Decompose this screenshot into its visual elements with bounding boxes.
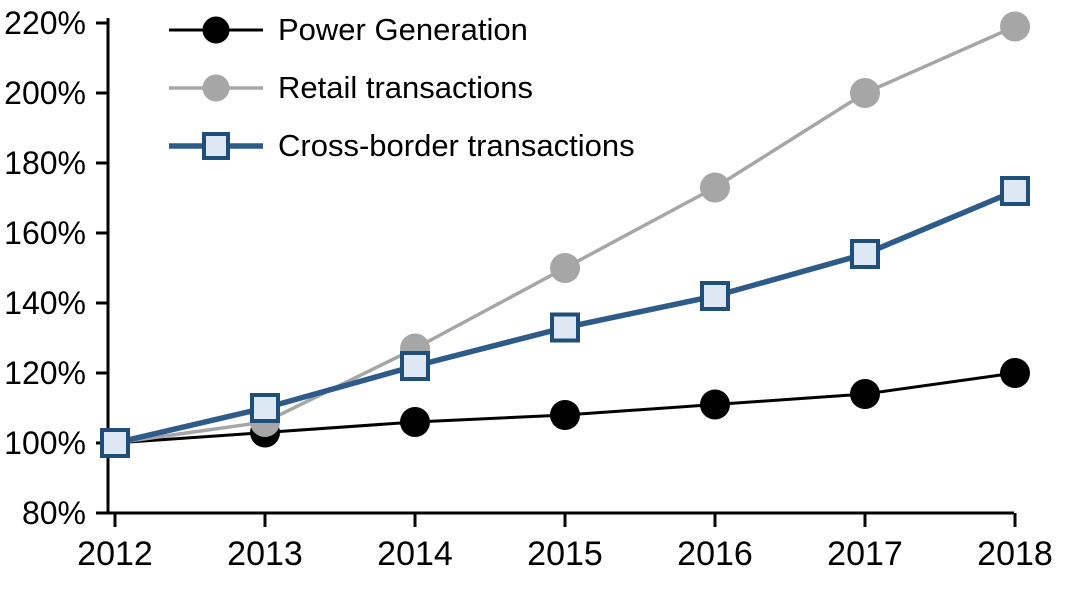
x-axis-tick-label: 2017: [827, 535, 903, 573]
data-point-retail-transactions: [850, 78, 880, 108]
x-axis-tick-label: 2018: [977, 535, 1053, 573]
y-axis-tick-label: 120%: [4, 355, 86, 391]
x-axis-tick-label: 2016: [677, 535, 753, 573]
data-point-power-generation: [850, 379, 880, 409]
legend-label: Retail transactions: [278, 70, 534, 105]
data-point-power-generation: [1000, 358, 1030, 388]
power-generation-line-marker-icon: [169, 16, 263, 44]
x-axis-tick-label: 2014: [377, 535, 453, 573]
legend-item-power-generation: Power Generation: [168, 1, 635, 59]
data-point-cross-border-transactions: [400, 351, 430, 381]
y-axis-tick-label: 220%: [4, 5, 86, 41]
data-point-power-generation: [550, 400, 580, 430]
data-point-retail-transactions: [550, 253, 580, 283]
x-axis-tick-label: 2015: [527, 535, 603, 573]
retail-transactions-line-marker-icon: [169, 74, 263, 102]
y-axis-tick-label: 160%: [4, 215, 86, 251]
data-point-cross-border-transactions: [850, 239, 880, 269]
y-axis-tick-label: 180%: [4, 145, 86, 181]
data-point-cross-border-transactions: [700, 281, 730, 311]
y-axis-tick-label: 140%: [4, 285, 86, 321]
y-axis-tick-label: 100%: [4, 425, 86, 461]
cross-border-transactions-line-marker-icon: [169, 132, 263, 160]
data-point-cross-border-transactions: [550, 312, 580, 343]
legend-label: Cross-border transactions: [278, 128, 635, 163]
data-point-cross-border-transactions: [100, 428, 130, 458]
data-point-retail-transactions: [1000, 11, 1030, 42]
legend-label: Power Generation: [278, 12, 528, 47]
data-point-power-generation: [400, 407, 430, 437]
legend-item-retail-transactions: Retail transactions: [168, 59, 635, 117]
data-point-cross-border-transactions: [1000, 176, 1030, 206]
data-point-cross-border-transactions: [250, 393, 280, 423]
legend: Power Generation Retail transactions Cro…: [168, 1, 635, 175]
data-point-power-generation: [700, 389, 730, 420]
x-axis-tick-label: 2013: [227, 535, 303, 573]
legend-item-cross-border-transactions: Cross-border transactions: [168, 117, 635, 175]
data-point-retail-transactions: [700, 172, 730, 203]
x-axis-tick-label: 2012: [77, 535, 153, 573]
y-axis-tick-label: 80%: [22, 495, 86, 531]
y-axis-tick-label: 200%: [4, 75, 86, 111]
